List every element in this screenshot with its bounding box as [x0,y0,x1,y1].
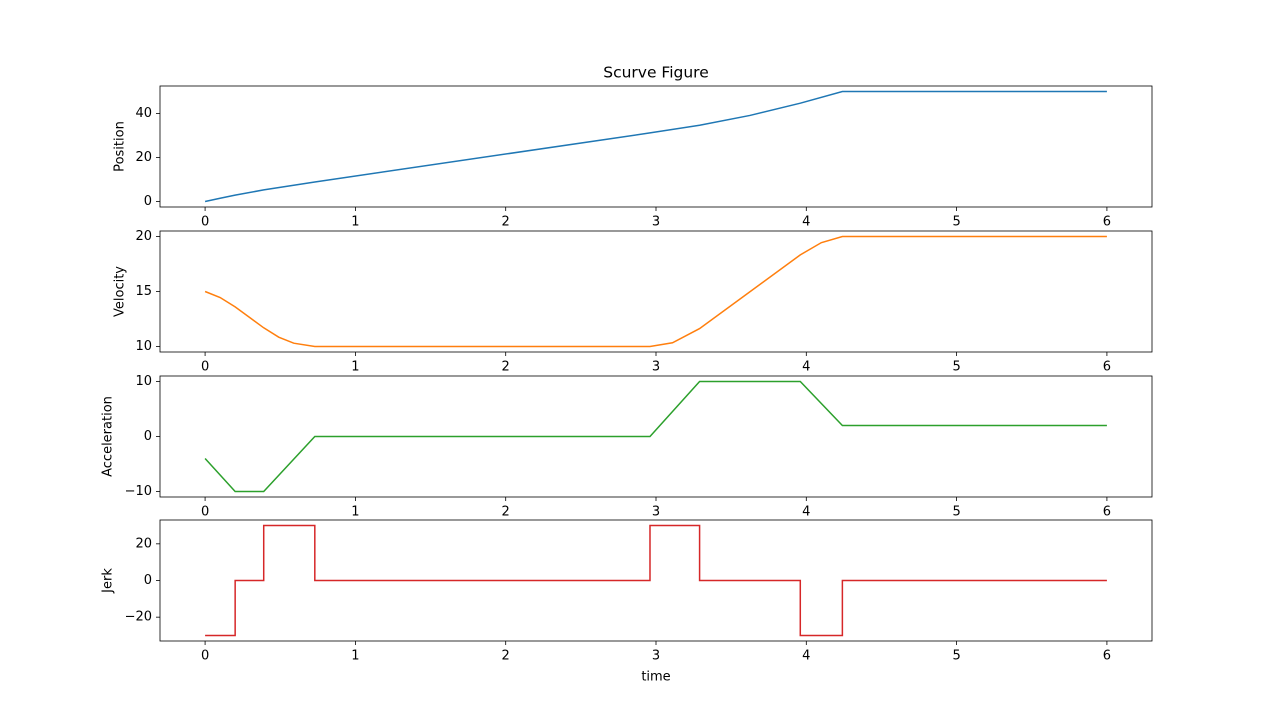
y-tick-label: 20 [135,536,152,551]
y-tick-label: 10 [135,374,152,389]
x-tick-label: 0 [201,215,209,230]
y-tick-label: −10 [125,484,152,499]
y-tick-label: −20 [125,610,152,625]
x-tick-label: 6 [1103,505,1111,520]
y-tick-label: 40 [135,106,152,121]
y-tick-label: 10 [135,339,152,354]
y-tick-label: 0 [144,573,152,588]
y-tick-label: 0 [144,429,152,444]
data-line [204,235,1107,348]
x-tick-label: 2 [502,649,510,664]
y-axis-label: Jerk [101,568,116,594]
data-line [204,90,1107,203]
x-tick-label: 4 [802,649,810,664]
y-tick-label: 0 [144,194,152,209]
chart-title: Scurve Figure [603,64,709,82]
y-tick-label: 15 [135,284,152,299]
x-tick-label: 1 [351,215,359,230]
x-tick-label: 6 [1103,215,1111,230]
x-tick-label: 0 [201,505,209,520]
x-tick-label: 6 [1103,360,1111,375]
x-tick-label: 5 [952,505,960,520]
x-tick-label: 3 [652,360,660,375]
x-axis-label: time [641,670,670,685]
x-tick-label: 3 [652,649,660,664]
y-tick-label: 20 [135,229,152,244]
x-tick-label: 5 [952,360,960,375]
x-tick-label: 3 [652,505,660,520]
x-tick-label: 0 [201,649,209,664]
y-axis-label: Position [113,121,128,172]
x-tick-label: 4 [802,360,810,375]
x-tick-label: 1 [351,360,359,375]
x-tick-label: 2 [502,360,510,375]
x-tick-label: 2 [502,505,510,520]
y-axis-label: Acceleration [101,396,116,477]
x-tick-label: 1 [351,505,359,520]
x-tick-label: 2 [502,215,510,230]
x-tick-label: 4 [802,505,810,520]
x-tick-label: 3 [652,215,660,230]
y-axis-label: Velocity [113,266,128,317]
data-line [205,524,1107,637]
y-tick-label: 20 [135,150,152,165]
data-line [204,380,1107,493]
x-tick-label: 5 [952,649,960,664]
x-tick-label: 5 [952,215,960,230]
x-tick-label: 0 [201,360,209,375]
x-tick-label: 6 [1103,649,1111,664]
x-tick-label: 4 [802,215,810,230]
x-tick-label: 1 [351,649,359,664]
